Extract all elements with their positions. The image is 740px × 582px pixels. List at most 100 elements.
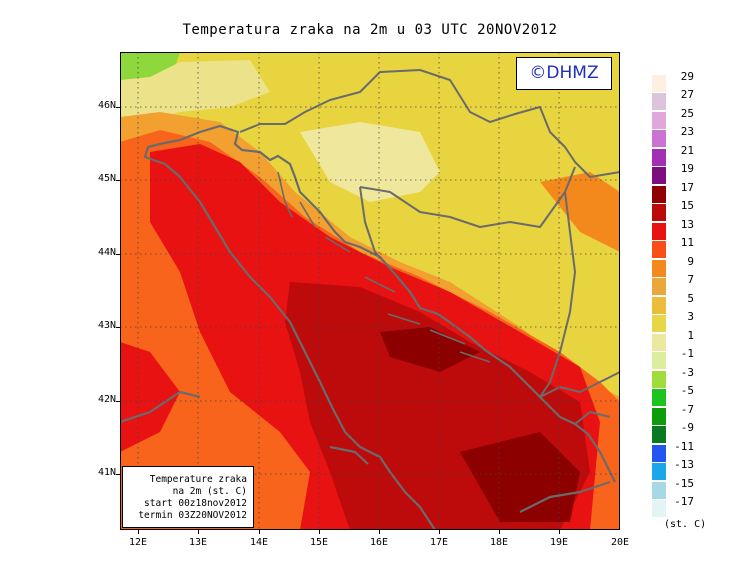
- coastlines: [120, 124, 616, 530]
- lat-tick: [116, 327, 120, 328]
- legend-swatch-m7: [652, 408, 666, 425]
- legend-label: 3: [687, 310, 694, 323]
- legend-swatch-27: [652, 93, 666, 110]
- temperature-map: [120, 52, 620, 530]
- legend-label: 19: [680, 162, 694, 175]
- legend-swatch-25: [652, 112, 666, 129]
- red-field-west: [120, 342, 180, 452]
- border-bosnia-east: [539, 191, 576, 398]
- darkest-red-field: [380, 327, 480, 372]
- lon-tick: [138, 530, 139, 534]
- east-adriatic-coast: [147, 124, 616, 483]
- lon-label-17e: 17E: [429, 537, 449, 548]
- border-bosnia-west: [359, 186, 396, 275]
- legend-swatch-7: [652, 278, 666, 295]
- legend-label: -17: [674, 495, 694, 508]
- lat-tick: [116, 474, 120, 475]
- border-montenegro: [539, 371, 620, 398]
- info-line-2: na 2m (st. C): [172, 486, 247, 497]
- info-line-4: termin 03Z20NOV2012: [138, 510, 247, 521]
- lat-tick: [116, 401, 120, 402]
- lat-label-43n: 43N: [97, 320, 116, 331]
- legend-label: 27: [680, 88, 694, 101]
- legend-label: 23: [680, 125, 694, 138]
- lon-tick: [319, 530, 320, 534]
- lat-label-41n: 41N: [97, 467, 116, 478]
- legend-label: 5: [687, 292, 694, 305]
- legend-swatch-m11: [652, 445, 666, 462]
- border-bosnia-north: [359, 166, 576, 228]
- lon-label-14e: 14E: [249, 537, 269, 548]
- graticule: [120, 52, 620, 530]
- legend-label: 21: [680, 144, 694, 157]
- legend-label: -15: [674, 477, 694, 490]
- legend-swatch-11: [652, 241, 666, 258]
- lon-tick: [499, 530, 500, 534]
- alpine-cold-field: [120, 52, 180, 87]
- legend-label: -13: [674, 458, 694, 471]
- legend-swatch-m17: [652, 500, 666, 517]
- legend-label: 11: [680, 236, 694, 249]
- info-line-3: start 00z18nov2012: [144, 498, 247, 509]
- legend-swatch-m1: [652, 352, 666, 369]
- orange-field-east: [540, 172, 620, 252]
- legend-swatch-17: [652, 186, 666, 203]
- legend-swatch-m13: [652, 463, 666, 480]
- lon-label-15e: 15E: [309, 537, 329, 548]
- lon-tick: [439, 530, 440, 534]
- lat-label-46n: 46N: [97, 100, 116, 111]
- legend-swatch-21: [652, 149, 666, 166]
- legend-label: 15: [680, 199, 694, 212]
- lat-tick: [116, 107, 120, 108]
- map-canvas: [120, 52, 620, 530]
- legend-label: 7: [687, 273, 694, 286]
- legend-swatch-3: [652, 315, 666, 332]
- info-line-1: Temperature zraka: [149, 474, 247, 485]
- lat-label-45n: 45N: [97, 173, 116, 184]
- legend-label: 25: [680, 107, 694, 120]
- lon-label-18e: 18E: [489, 537, 509, 548]
- border-north: [239, 69, 620, 178]
- legend-swatch-9: [652, 260, 666, 277]
- legend-label: 1: [687, 329, 694, 342]
- legend-label: 9: [687, 255, 694, 268]
- lon-tick: [259, 530, 260, 534]
- legend-label: -1: [680, 347, 694, 360]
- legend-label: 13: [680, 218, 694, 231]
- lat-tick: [116, 254, 120, 255]
- legend-swatch-29: [652, 75, 666, 92]
- lat-label-42n: 42N: [97, 394, 116, 405]
- islands: [277, 171, 491, 363]
- gargano-coast: [329, 445, 369, 465]
- lat-tick: [116, 180, 120, 181]
- legend-label: -5: [680, 384, 694, 397]
- legend-label: 29: [680, 70, 694, 83]
- legend-swatch-m9: [652, 426, 666, 443]
- darkest-red-field-south: [460, 432, 580, 522]
- legend-label: -11: [674, 440, 694, 453]
- legend-swatch-15: [652, 204, 666, 221]
- lon-label-13e: 13E: [188, 537, 208, 548]
- legend-swatch-1: [652, 334, 666, 351]
- legend-label: -3: [680, 366, 694, 379]
- west-adriatic-coast: [143, 146, 436, 530]
- legend-swatch-5: [652, 297, 666, 314]
- lon-label-19e: 19E: [549, 537, 569, 548]
- lon-label-12e: 12E: [128, 537, 148, 548]
- pale-yellow-field-north: [120, 60, 270, 127]
- legend-swatch-23: [652, 130, 666, 147]
- pale-yellow-field-inland: [300, 122, 440, 202]
- tyrrhenian-coast: [120, 390, 201, 424]
- lat-label-44n: 44N: [97, 247, 116, 258]
- legend-units: (st. C): [664, 519, 707, 530]
- country-borders: [239, 69, 620, 425]
- legend-label: 17: [680, 181, 694, 194]
- lon-tick: [559, 530, 560, 534]
- legend-swatch-m5: [652, 389, 666, 406]
- legend-swatch-13: [652, 223, 666, 240]
- legend-swatch-19: [652, 167, 666, 184]
- legend-label: -9: [680, 421, 694, 434]
- info-box: Temperature zraka na 2m (st. C) start 00…: [122, 466, 254, 528]
- lon-tick: [198, 530, 199, 534]
- lon-tick: [379, 530, 380, 534]
